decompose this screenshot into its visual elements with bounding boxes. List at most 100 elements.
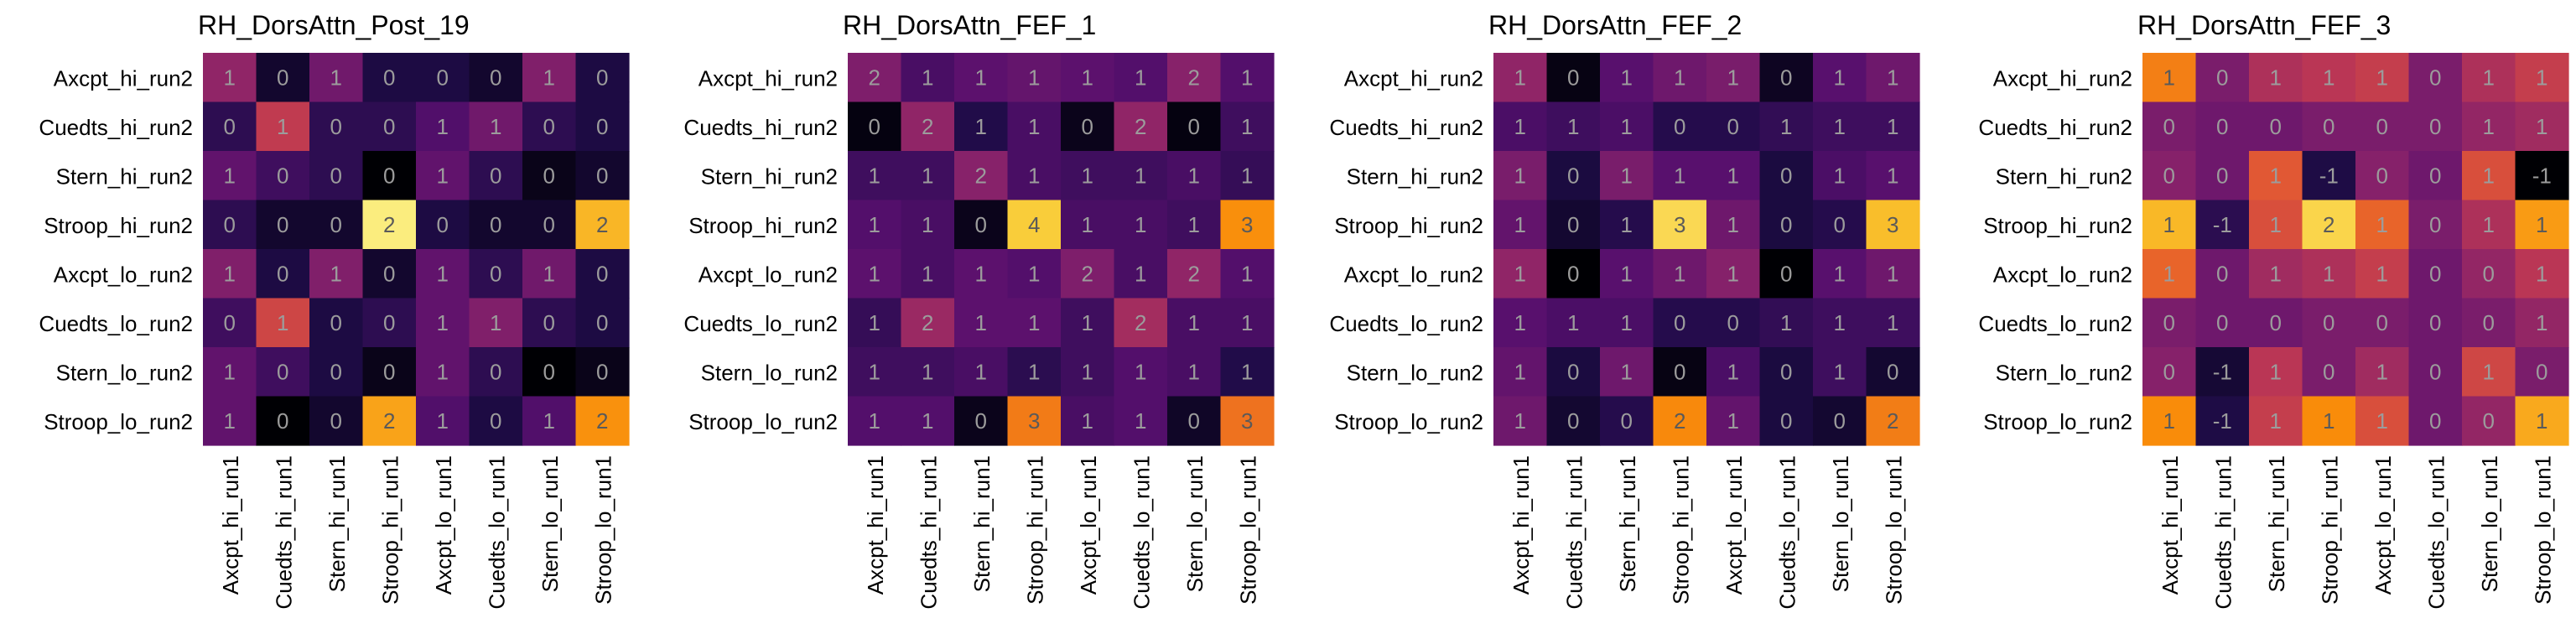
heatmap-cell — [362, 347, 417, 397]
cell-value-label: 3 — [1028, 408, 1040, 434]
heatmap-cell — [469, 151, 523, 201]
cell-value-label: 0 — [2483, 310, 2495, 335]
heatmap-cell — [2302, 396, 2356, 446]
heatmap-cell — [1653, 200, 1707, 250]
heatmap-cell — [954, 53, 1009, 103]
cell-value-label: 0 — [383, 114, 395, 139]
heatmap-cell — [2195, 101, 2250, 152]
cell-value-label: 1 — [1567, 310, 1579, 335]
cell-value-label: 1 — [1514, 65, 1526, 90]
heatmap-cell — [1546, 298, 1601, 348]
cell-value-label: 0 — [277, 359, 288, 384]
heatmap-cell — [2302, 347, 2356, 397]
heatmap-cell — [1813, 298, 1867, 348]
cell-value-label: 1 — [437, 163, 449, 188]
cell-value-label: 1 — [1188, 163, 1200, 188]
cell-value-label: 1 — [922, 212, 933, 237]
cell-value-label: 1 — [2270, 163, 2282, 188]
heatmap-cell — [2249, 53, 2303, 103]
heatmap-cell — [1493, 249, 1548, 299]
row-tick-label: Stern_lo_run2 — [701, 360, 838, 385]
heatmap-cell — [1866, 53, 1920, 103]
cell-value-label: 1 — [1727, 408, 1739, 434]
cell-value-label: 1 — [869, 359, 880, 384]
cell-value-label: 1 — [1727, 261, 1739, 286]
heatmap-cell — [1813, 151, 1867, 201]
col-tick-label: Stern_hi_run1 — [969, 455, 995, 592]
cell-value-label: 0 — [2163, 163, 2175, 188]
heatmap-cell — [2355, 396, 2410, 446]
heatmap-cell — [901, 200, 955, 250]
cell-value-label: 0 — [383, 261, 395, 286]
cell-value-label: 0 — [1674, 310, 1685, 335]
heatmap-cell — [2142, 53, 2197, 103]
cell-value-label: 1 — [2270, 359, 2282, 384]
heatmap-cell — [2462, 101, 2516, 152]
heatmap-cell — [2515, 200, 2569, 250]
col-tick-label: Stern_lo_run1 — [538, 455, 563, 592]
cell-value-label: 0 — [2376, 310, 2388, 335]
cell-value-label: 0 — [490, 359, 501, 384]
col-tick-label: Stern_hi_run1 — [325, 455, 350, 592]
cell-value-label: 0 — [330, 163, 342, 188]
heatmap-cell — [2408, 249, 2463, 299]
heatmap-cell — [1007, 298, 1062, 348]
cell-value-label: 0 — [2429, 212, 2441, 237]
cell-value-label: 2 — [1887, 408, 1898, 434]
heatmap-cell — [1061, 151, 1115, 201]
col-tick-label: Stroop_hi_run1 — [377, 455, 402, 605]
col-tick-label: Cuedts_hi_run1 — [1561, 455, 1587, 610]
heatmap-cell — [1114, 298, 1168, 348]
cell-value-label: 1 — [1674, 261, 1685, 286]
heatmap-cell — [362, 53, 417, 103]
cell-value-label: 0 — [277, 261, 288, 286]
cell-value-label: 1 — [2270, 261, 2282, 286]
cell-value-label: 0 — [543, 212, 555, 237]
heatmap-cell — [1866, 200, 1920, 250]
cell-value-label: 0 — [2216, 65, 2228, 90]
cell-value-label: 0 — [543, 163, 555, 188]
heatmap-cell — [469, 200, 523, 250]
cell-value-label: 1 — [490, 310, 501, 335]
cell-value-label: 1 — [1727, 65, 1739, 90]
heatmap-cell — [848, 298, 902, 348]
cell-value-label: 0 — [2429, 310, 2441, 335]
heatmap-cell — [1813, 249, 1867, 299]
heatmap-cell — [1813, 101, 1867, 152]
heatmap-cell — [522, 347, 577, 397]
row-tick-label: Cuedts_hi_run2 — [1329, 115, 1483, 140]
cell-value-label: 1 — [1514, 261, 1526, 286]
cell-value-label: 2 — [383, 408, 395, 434]
heatmap-cell — [1220, 53, 1275, 103]
heatmap-cell — [1546, 53, 1601, 103]
row-tick-label: Cuedts_lo_run2 — [39, 311, 193, 336]
cell-value-label: 1 — [2483, 114, 2495, 139]
heatmap-cell — [256, 249, 310, 299]
heatmap-cell — [203, 53, 257, 103]
cell-value-label: 1 — [1241, 163, 1253, 188]
cell-value-label: 0 — [330, 212, 342, 237]
col-tick-label: Axcpt_lo_run1 — [2371, 455, 2396, 595]
heatmap-cell — [2142, 298, 2197, 348]
heatmap-cell — [848, 101, 902, 152]
row-tick-label: Stroop_lo_run2 — [44, 409, 193, 434]
cell-value-label: 1 — [1135, 212, 1146, 237]
heatmap-cell — [1600, 249, 1654, 299]
cell-value-label: 1 — [1674, 65, 1685, 90]
cell-value-label: 1 — [1082, 310, 1093, 335]
row-tick-label: Cuedts_hi_run2 — [39, 115, 193, 140]
heatmap-cell — [2355, 53, 2410, 103]
heatmap-cell — [1759, 200, 1814, 250]
heatmap-cell — [2515, 53, 2569, 103]
cell-value-label: 1 — [330, 261, 342, 286]
cell-value-label: 1 — [2376, 359, 2388, 384]
heatmap-cell — [309, 151, 364, 201]
cell-value-label: 0 — [596, 163, 608, 188]
heatmap-cell — [1493, 101, 1548, 152]
row-tick-label: Cuedts_lo_run2 — [1978, 311, 2132, 336]
cell-value-label: 1 — [1082, 408, 1093, 434]
cell-value-label: 1 — [1674, 163, 1685, 188]
cell-value-label: 1 — [1780, 310, 1792, 335]
cell-value-label: 1 — [1135, 261, 1146, 286]
panel-title: RH_DorsAttn_FEF_3 — [2137, 10, 2391, 40]
